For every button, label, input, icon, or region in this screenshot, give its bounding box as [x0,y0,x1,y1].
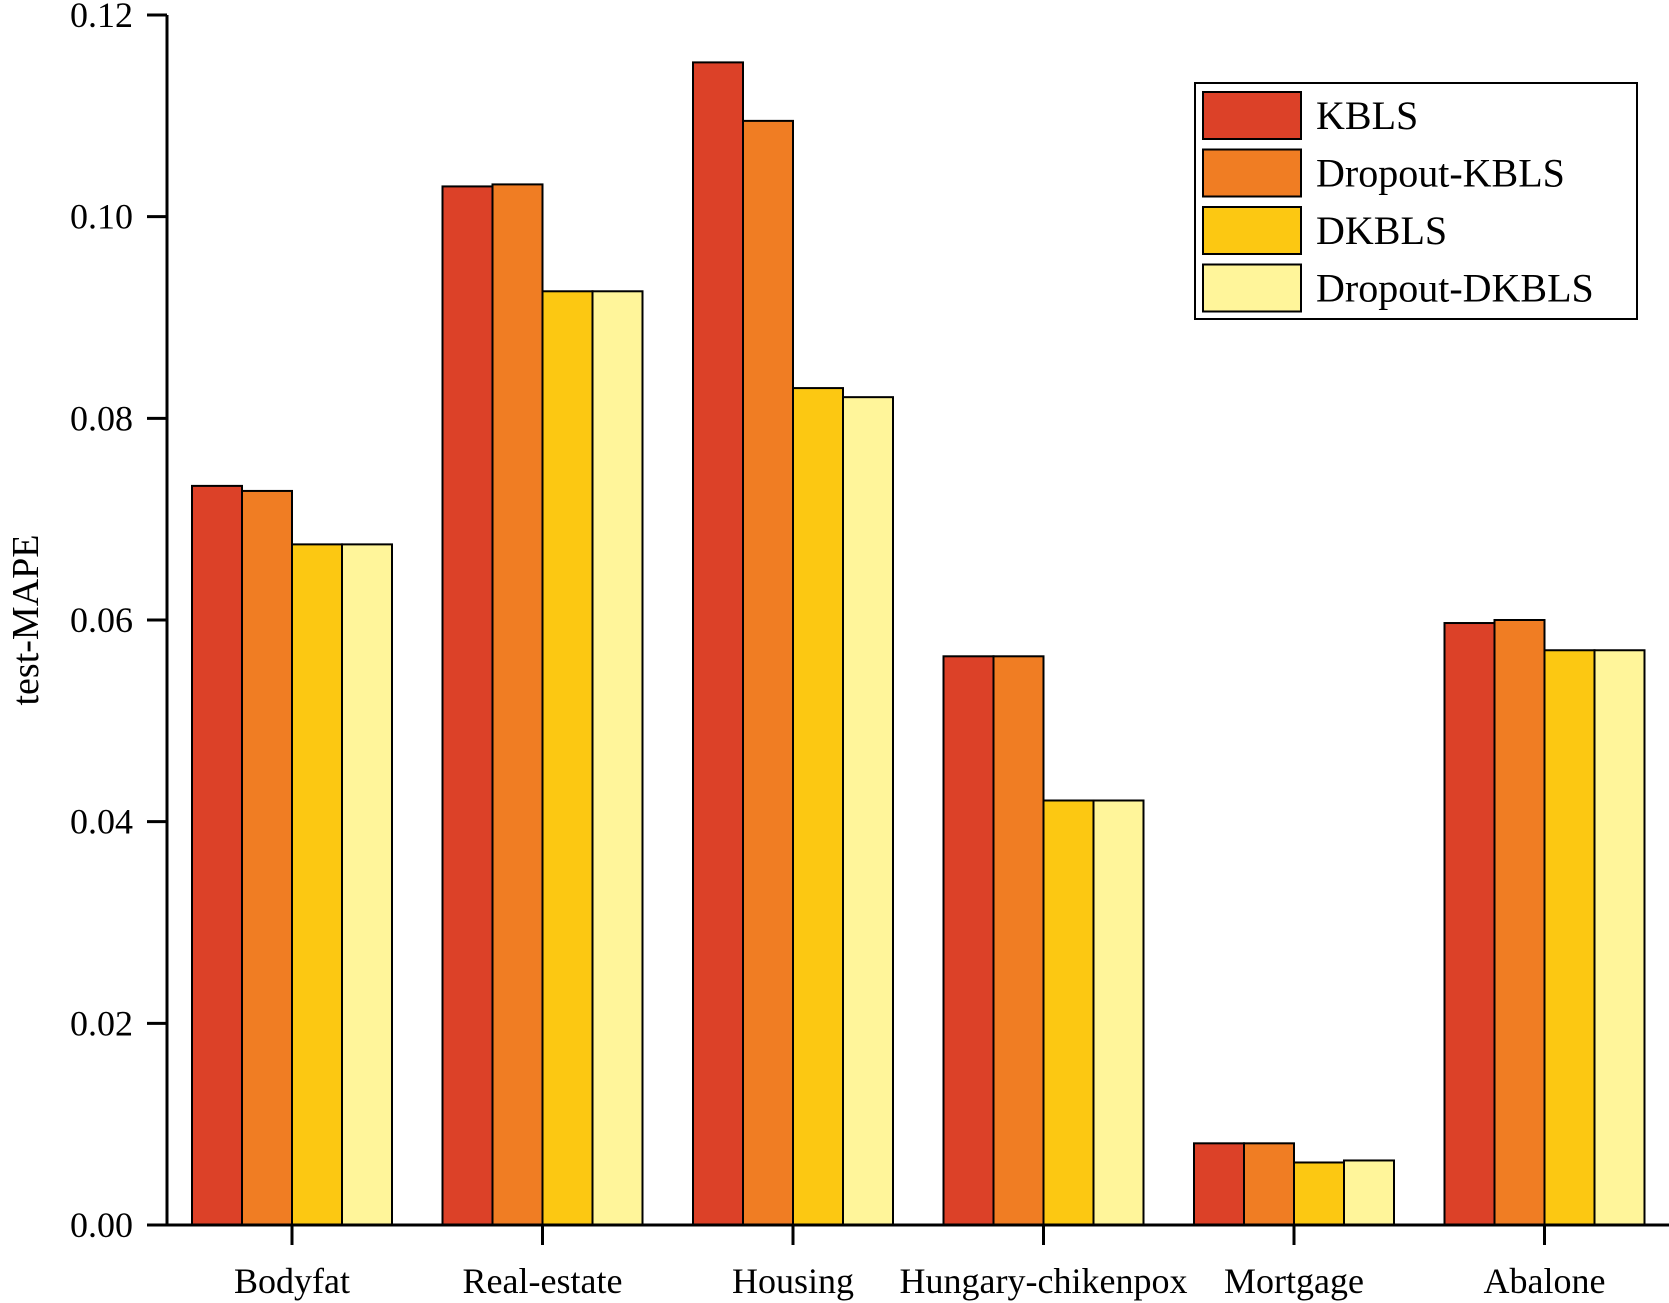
legend-label-0: KBLS [1316,93,1418,138]
bar-5-2 [1543,649,1596,1226]
y-tick-label-4: 0.08 [70,398,133,438]
bar-4-2 [1293,1161,1345,1226]
bar-3-3 [1092,799,1145,1226]
y-tick-label-2: 0.04 [70,802,133,842]
bar-3-2 [1042,799,1095,1226]
bar-2-1 [742,119,794,1226]
bar-0-0 [191,484,243,1226]
y-tick-label-6: 0.12 [70,0,133,35]
bar-2-3 [842,396,894,1226]
legend-swatch-3 [1202,263,1302,313]
bar-5-0 [1443,622,1496,1226]
bar-5-3 [1593,649,1646,1226]
bar-2-2 [792,387,844,1227]
bar-1-3 [591,290,644,1226]
x-tick-label-2: Housing [732,1261,854,1301]
y-ticks-group: 0.00 0.02 0.04 0.06 0.08 0.10 0.12 [70,0,167,1245]
legend-swatch-2 [1202,206,1302,255]
y-tick-label-5: 0.10 [70,197,133,237]
bar-1-2 [541,290,594,1226]
bar-1-0 [441,185,494,1227]
x-ticks-group: Bodyfat Real-estate Housing Hungary-chikenp… [234,1225,1605,1301]
y-axis-title: test-MAPE [5,535,47,706]
legend-swatch-0 [1202,91,1302,140]
bar-2-0 [692,61,744,1226]
x-tick-label-0: Bodyfat [234,1261,350,1301]
legend-swatch-1 [1202,148,1302,198]
x-tick-label-4: Mortgage [1224,1261,1364,1301]
x-tick-label-3: Hungary-chikenpox [900,1261,1188,1301]
y-tick-label-3: 0.06 [70,600,133,640]
legend: KBLS Dropout-KBLS DKBLS Dropout-DKBLS [1194,82,1638,320]
bar-4-1 [1243,1142,1295,1226]
bar-0-3 [341,543,393,1226]
bar-4-3 [1343,1159,1395,1227]
y-tick-label-0: 0.00 [70,1205,133,1245]
bars-group [191,61,1646,1227]
y-tick-label-1: 0.02 [70,1003,133,1043]
bar-3-1 [992,655,1045,1226]
legend-label-3: Dropout-DKBLS [1316,266,1594,311]
bar-1-1 [491,183,544,1226]
legend-label-2: DKBLS [1316,208,1447,253]
bar-0-2 [291,543,343,1226]
x-tick-label-1: Real-estate [463,1261,623,1301]
bar-5-1 [1493,619,1546,1226]
bar-4-0 [1193,1142,1245,1226]
legend-label-1: Dropout-KBLS [1316,151,1565,196]
bar-0-1 [241,489,293,1226]
x-tick-label-5: Abalone [1484,1261,1606,1301]
bar-3-0 [942,655,995,1226]
